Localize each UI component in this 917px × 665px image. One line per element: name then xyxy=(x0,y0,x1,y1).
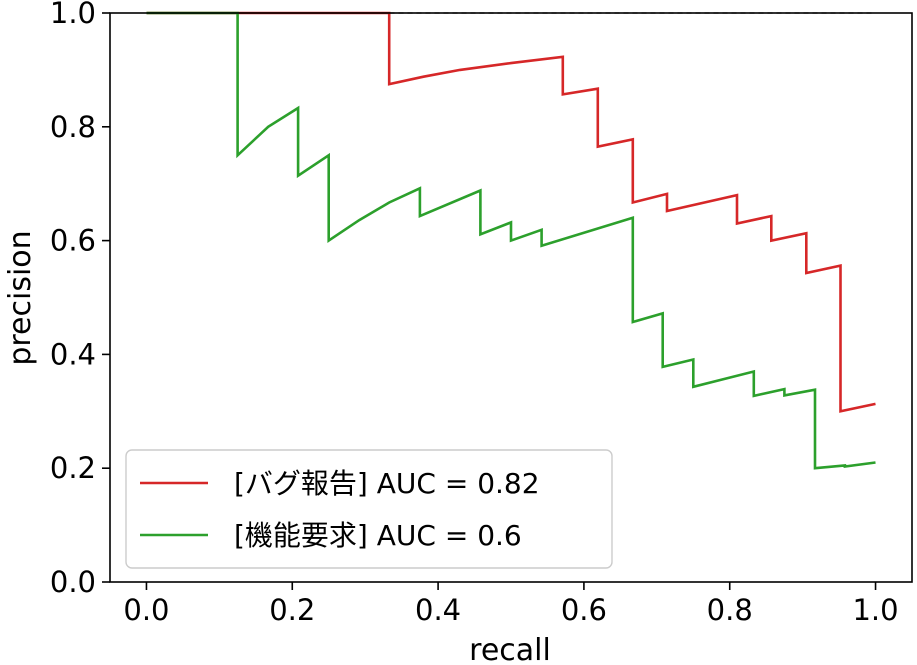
y-tick-label: 0.4 xyxy=(50,337,96,371)
x-tick-label: 1.0 xyxy=(852,593,898,627)
axes: 0.0 0.2 0.4 0.6 0.8 1.0 0.0 0.2 0.4 0.6 0.8 1.0 xyxy=(50,0,913,627)
x-tick-label: 0.6 xyxy=(561,593,607,627)
x-tick-label: 0.4 xyxy=(415,593,461,627)
y-tick-label: 0.8 xyxy=(50,110,96,144)
plot-area xyxy=(146,11,876,470)
legend-box xyxy=(125,449,613,569)
y-tick-label: 0.0 xyxy=(50,565,96,599)
y-axis-label: precision xyxy=(3,230,38,365)
x-tick-label: 0.2 xyxy=(269,593,315,627)
y-tick-label: 0.2 xyxy=(50,451,96,485)
legend-label-1: [機能要求] AUC = 0.6 xyxy=(234,519,522,552)
series-line-0 xyxy=(146,11,876,413)
legend: [バグ報告] AUC = 0.82 [機能要求] AUC = 0.6 xyxy=(125,449,613,569)
legend-label-0: [バグ報告] AUC = 0.82 xyxy=(234,467,540,500)
x-tick-label: 0.8 xyxy=(707,593,753,627)
x-tick-label: 0.0 xyxy=(123,593,169,627)
series-line-1 xyxy=(146,11,876,470)
x-axis-label: recall xyxy=(469,633,551,665)
plot-frame xyxy=(109,12,913,583)
y-tick-label: 1.0 xyxy=(50,0,96,30)
y-tick-label: 0.6 xyxy=(50,224,96,258)
